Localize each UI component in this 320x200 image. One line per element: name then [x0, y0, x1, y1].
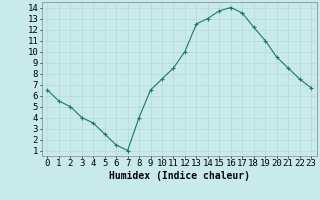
X-axis label: Humidex (Indice chaleur): Humidex (Indice chaleur): [109, 171, 250, 181]
